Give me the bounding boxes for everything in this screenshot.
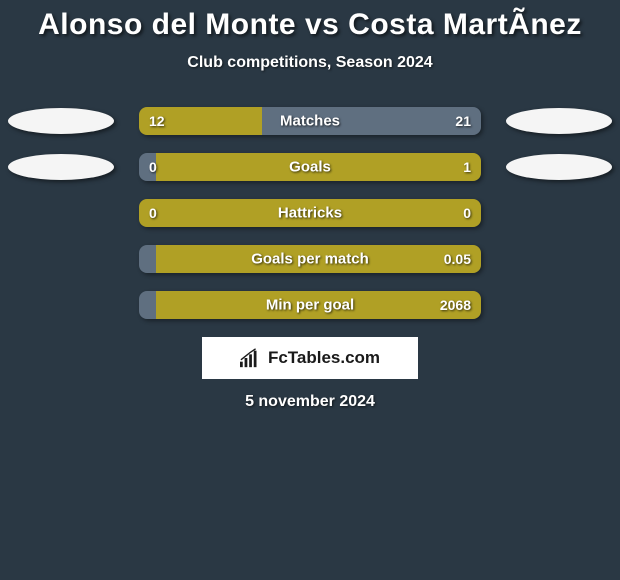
player-badge-right xyxy=(506,154,612,180)
bar-segment-right xyxy=(156,245,481,273)
bar-segment-right xyxy=(156,153,481,181)
bar-segment-left xyxy=(139,199,481,227)
bar-segment-right xyxy=(262,107,481,135)
bar-segment-left xyxy=(139,291,156,319)
bar-segment-right xyxy=(156,291,481,319)
bar-segment-left xyxy=(139,107,262,135)
subtitle: Club competitions, Season 2024 xyxy=(0,54,620,72)
bar-segment-left xyxy=(139,153,156,181)
logo-box[interactable]: FcTables.com xyxy=(202,337,418,379)
chart-icon xyxy=(240,348,262,368)
player-badge-left xyxy=(8,108,114,134)
stat-row: Goals01 xyxy=(0,153,620,181)
player-badge-right xyxy=(506,108,612,134)
stat-row: Min per goal2068 xyxy=(0,291,620,319)
bars-list: Matches1221 Goals01 Hattricks00 Goals per m… xyxy=(0,107,620,319)
page-title: Alonso del Monte vs Costa MartÃ­nez xyxy=(0,8,620,42)
stat-bar: Min per goal2068 xyxy=(139,291,481,319)
stat-bar: Hattricks00 xyxy=(139,199,481,227)
stat-row: Hattricks00 xyxy=(0,199,620,227)
date-label: 5 november 2024 xyxy=(0,393,620,411)
stat-bar: Matches1221 xyxy=(139,107,481,135)
stat-row: Goals per match0.05 xyxy=(0,245,620,273)
bar-segment-left xyxy=(139,245,156,273)
player-badge-left xyxy=(8,154,114,180)
comparison-infographic: Alonso del Monte vs Costa MartÃ­nez Club… xyxy=(0,0,620,411)
stat-bar: Goals01 xyxy=(139,153,481,181)
logo-text: FcTables.com xyxy=(268,348,380,368)
stat-bar: Goals per match0.05 xyxy=(139,245,481,273)
stat-row: Matches1221 xyxy=(0,107,620,135)
